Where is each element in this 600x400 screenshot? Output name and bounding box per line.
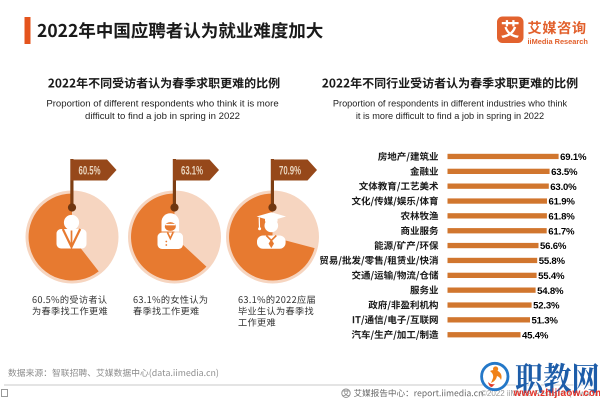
svg-text:difficult to find a job in spr: difficult to find a job in spring in 202… xyxy=(85,111,240,122)
svg-text:55.8%: 55.8% xyxy=(539,256,566,267)
svg-text:63.0%: 63.0% xyxy=(550,182,577,193)
svg-text:70.9%: 70.9% xyxy=(279,165,301,177)
svg-text:56.6%: 56.6% xyxy=(540,241,567,252)
svg-text:61.9%: 61.9% xyxy=(549,197,576,208)
svg-text:61.7%: 61.7% xyxy=(548,226,575,237)
svg-text:Proportion of respondents in d: Proportion of respondents in different i… xyxy=(333,99,568,109)
svg-text:55.4%: 55.4% xyxy=(538,271,565,282)
svg-text:60.5%: 60.5% xyxy=(79,165,101,177)
svg-text:www.zhijiaow.com: www.zhijiaow.com xyxy=(513,388,600,399)
svg-text:63.1%: 63.1% xyxy=(181,165,203,177)
svg-text:63.5%: 63.5% xyxy=(551,167,578,178)
svg-text:iiMedia Research: iiMedia Research xyxy=(528,37,589,46)
svg-text:51.3%: 51.3% xyxy=(532,316,559,327)
svg-text:69.1%: 69.1% xyxy=(560,152,587,163)
svg-text:Proportion of different respon: Proportion of different respondents who … xyxy=(46,99,278,110)
svg-text:54.8%: 54.8% xyxy=(537,286,564,297)
svg-text:45.4%: 45.4% xyxy=(522,330,549,341)
svg-text:61.8%: 61.8% xyxy=(548,212,575,223)
svg-text:it is more difficult to find a: it is more difficult to find a job in sp… xyxy=(356,111,544,121)
svg-text:52.3%: 52.3% xyxy=(533,301,560,312)
